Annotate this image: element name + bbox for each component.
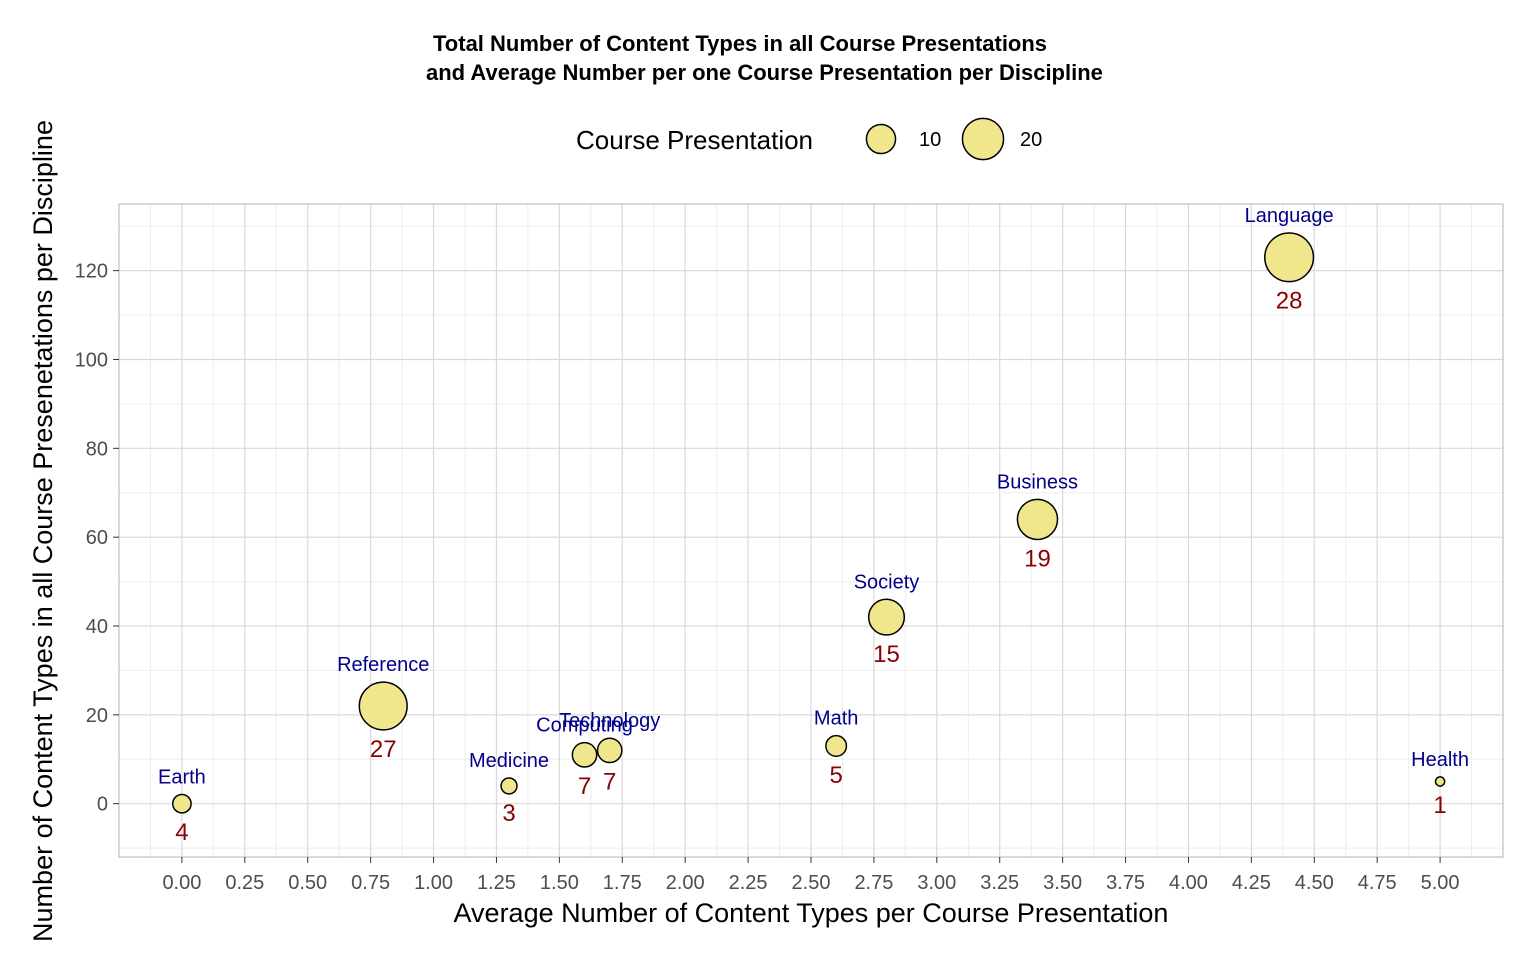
x-tick-label: 4.00 [1169, 872, 1208, 894]
count-label-society: 15 [873, 641, 900, 668]
chart-title-line-1: Total Number of Content Types in all Cou… [433, 31, 1047, 56]
name-label-society: Society [854, 571, 920, 593]
x-tick-label: 0.75 [351, 872, 390, 894]
x-tick-label: 4.75 [1358, 872, 1397, 894]
name-label-math: Math [814, 708, 858, 730]
count-label-reference: 27 [370, 736, 397, 763]
x-tick-label: 3.25 [980, 872, 1019, 894]
legend-key-20 [961, 117, 1005, 161]
bubble-health [1434, 776, 1446, 787]
count-label-medicine: 3 [502, 800, 515, 827]
name-label-medicine: Medicine [469, 750, 549, 772]
y-tick-label: 0 [97, 794, 108, 816]
count-label-health: 1 [1433, 792, 1446, 819]
y-tick-label: 60 [86, 527, 108, 549]
x-tick-label: 1.00 [414, 872, 453, 894]
x-tick-label: 3.75 [1106, 872, 1145, 894]
plot-panel: Earth 4 Reference 27 Medicine 3 Computing 7 Tech… [118, 203, 1504, 858]
name-label-language: Language [1245, 205, 1334, 227]
legend-key-10 [865, 123, 897, 155]
bubble-society [867, 598, 906, 636]
count-label-business: 19 [1024, 545, 1051, 572]
legend-label-20: 20 [1020, 129, 1042, 151]
count-label-earth: 4 [175, 819, 188, 846]
legend-title: Course Presentation [576, 125, 813, 155]
bubble-business [1016, 498, 1059, 541]
name-label-reference: Reference [337, 654, 429, 676]
x-tick-label: 3.50 [1043, 872, 1082, 894]
bubble-computing [571, 741, 598, 768]
x-tick-label: 3.00 [917, 872, 956, 894]
x-tick-label: 5.00 [1421, 872, 1460, 894]
count-label-math: 5 [829, 762, 842, 789]
legend-label-10: 10 [919, 129, 941, 151]
x-tick-label: 1.25 [477, 872, 516, 894]
x-tick-label: 0.50 [288, 872, 327, 894]
x-tick-label: 1.75 [603, 872, 642, 894]
x-tick-label: 2.50 [792, 872, 831, 894]
count-label-computing: 7 [578, 773, 591, 800]
y-tick-label: 40 [86, 616, 108, 638]
bubble-medicine [500, 777, 518, 795]
count-label-technology: 7 [603, 769, 616, 796]
y-tick-label: 80 [86, 438, 108, 460]
y-tick-label: 120 [75, 261, 108, 283]
chart-title-line-2: and Average Number per one Course Presen… [426, 60, 1103, 85]
legend-keys: 10 20 [865, 117, 1042, 161]
x-tick-label: 2.75 [854, 872, 893, 894]
bubble-technology [596, 737, 623, 764]
count-label-language: 28 [1276, 288, 1303, 315]
name-label-health: Health [1411, 749, 1469, 771]
x-tick-label: 0.00 [162, 872, 201, 894]
bubble-math [825, 734, 848, 757]
bubble-reference [358, 681, 408, 731]
y-tick-label: 100 [75, 349, 108, 371]
name-label-earth: Earth [158, 766, 206, 788]
x-tick-label: 1.50 [540, 872, 579, 894]
y-axis-title: Number of Content Types in all Course Pr… [28, 120, 58, 942]
x-axis-ticks: 0.00 0.25 0.50 0.75 1.00 1.25 1.50 1.75 2.00 2.25… [162, 857, 1460, 894]
x-tick-label: 4.50 [1295, 872, 1334, 894]
data-points: Earth 4 Reference 27 Medicine 3 Computing 7 Tech… [158, 205, 1469, 846]
name-label-computing: Computing [536, 715, 633, 737]
legend: Course Presentation 10 20 [576, 117, 1042, 161]
x-tick-label: 0.25 [225, 872, 264, 894]
x-tick-label: 4.25 [1232, 872, 1271, 894]
bubble-language [1264, 232, 1315, 283]
bubble-earth [171, 793, 192, 814]
y-axis-ticks: 0 20 40 60 80 100 120 [75, 261, 119, 816]
x-tick-label: 2.25 [729, 872, 768, 894]
name-label-business: Business [997, 471, 1078, 493]
y-tick-label: 20 [86, 705, 108, 727]
name-label-technology: Technology [559, 710, 660, 732]
x-tick-label: 2.00 [666, 872, 705, 894]
x-axis-title: Average Number of Content Types per Cour… [454, 898, 1169, 928]
